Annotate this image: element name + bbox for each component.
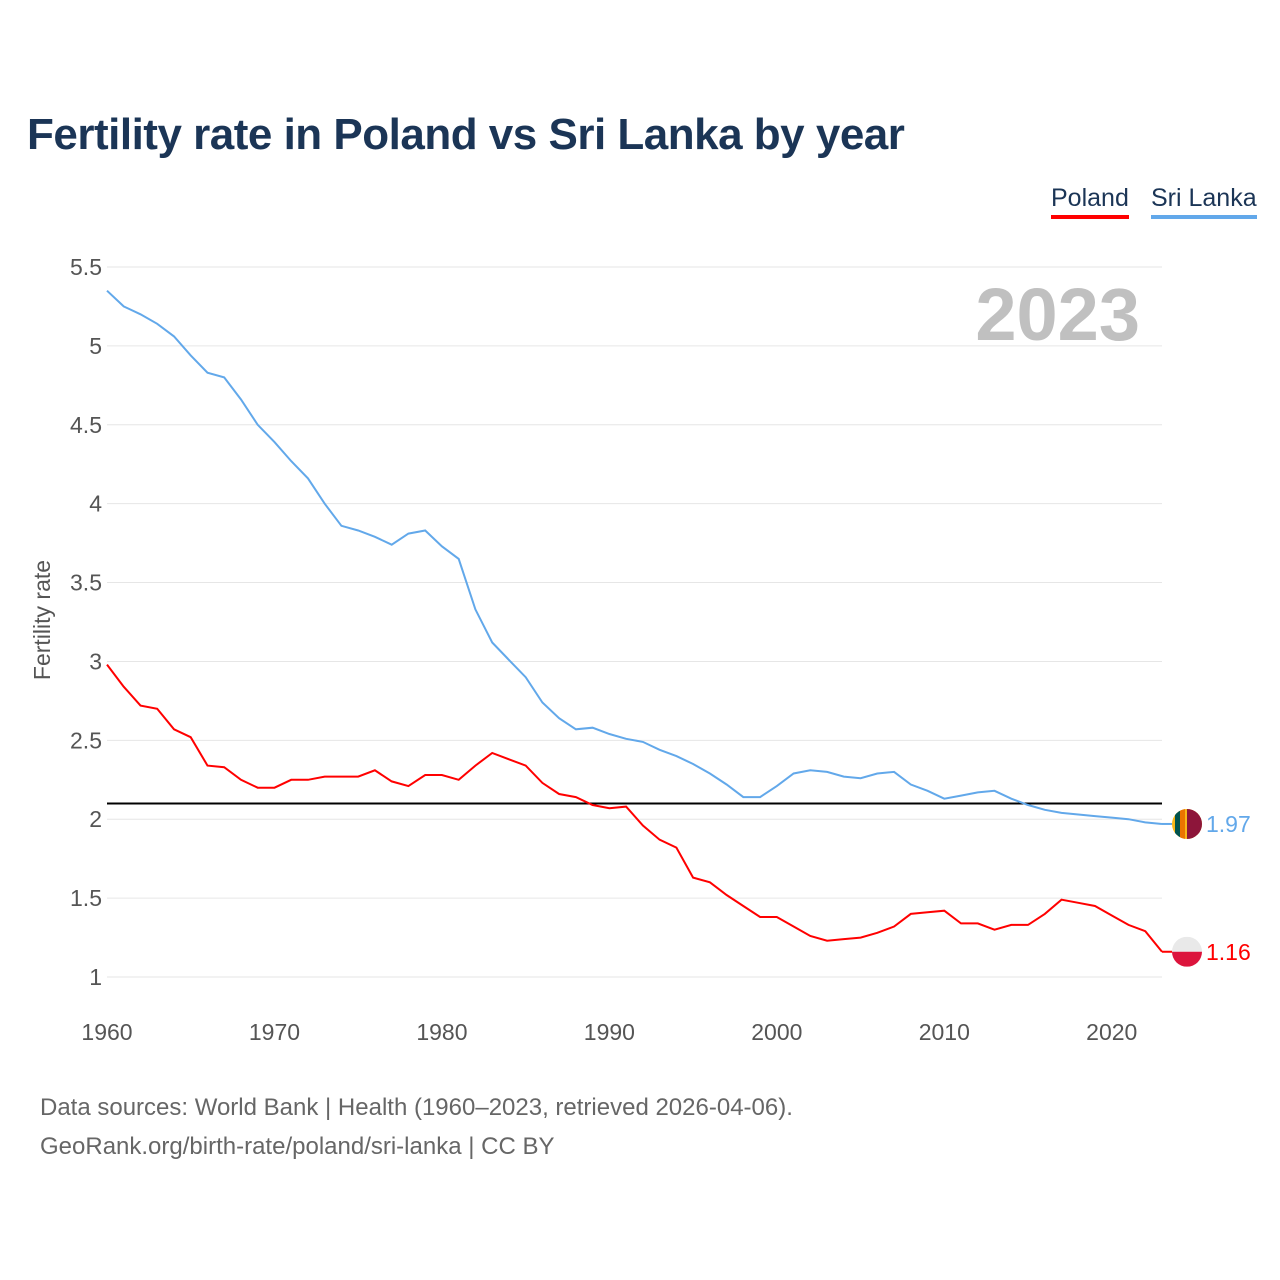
y-tick-label: 1: [89, 964, 102, 990]
y-axis-label: Fertility rate: [29, 560, 55, 680]
y-tick-label: 2.5: [70, 727, 102, 753]
poland-flag-icon: [1172, 936, 1202, 967]
y-tick-label: 3.5: [70, 570, 102, 596]
x-tick-label: 1970: [249, 1019, 300, 1045]
y-tick-label: 3: [89, 648, 102, 674]
legend-poland[interactable]: Poland: [1051, 184, 1129, 219]
series-line-poland: [106, 663, 1163, 953]
y-tick-label: 4.5: [70, 412, 102, 438]
x-tick-label: 1980: [416, 1019, 467, 1045]
end-value-label: 1.16: [1206, 939, 1251, 965]
x-tick-label: 2010: [919, 1019, 970, 1045]
end-value-label: 1.97: [1206, 811, 1251, 837]
y-tick-label: 2: [89, 806, 102, 832]
y-tick-label: 5.5: [70, 254, 102, 280]
footer: Data sources: World Bank | Health (1960–…: [40, 1088, 793, 1166]
series-line-sri-lanka: [106, 289, 1163, 825]
data-source: Data sources: World Bank | Health (1960–…: [40, 1094, 793, 1121]
x-tick-label: 1990: [584, 1019, 635, 1045]
x-tick-label: 2000: [751, 1019, 802, 1045]
sri-lanka-flag-icon: [1172, 808, 1202, 839]
legend-sri-lanka[interactable]: Sri Lanka: [1151, 184, 1257, 219]
source-link[interactable]: GeoRank.org/birth-rate/poland/sri-lanka …: [40, 1133, 555, 1160]
x-tick-label: 2020: [1086, 1019, 1137, 1045]
year-label: 2023: [975, 273, 1140, 356]
x-tick-label: 1960: [81, 1019, 132, 1045]
y-tick-label: 4: [89, 491, 102, 517]
y-tick-label: 5: [89, 333, 102, 359]
chart-title: Fertility rate in Poland vs Sri Lanka by…: [27, 110, 905, 159]
y-tick-label: 1.5: [70, 885, 102, 911]
